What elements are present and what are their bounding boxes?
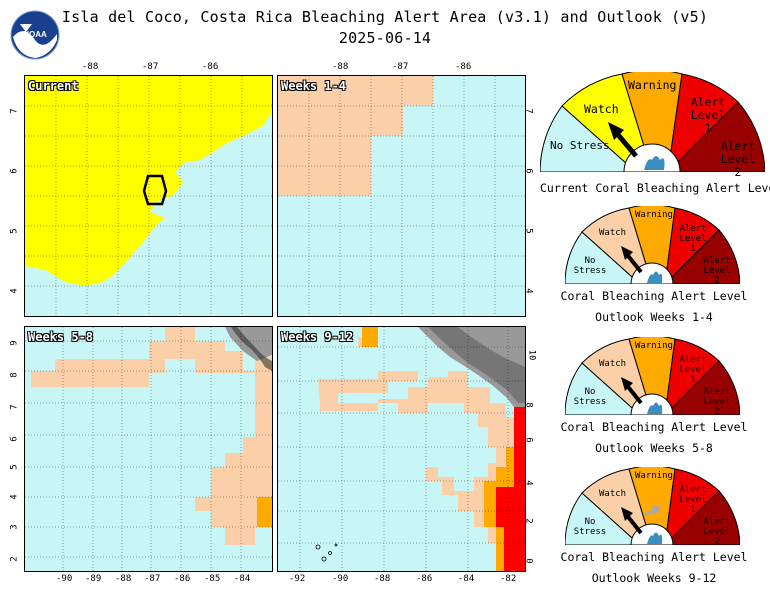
- gauge-label-no-stress: No Stress: [573, 387, 607, 407]
- bottom-tick: -86: [174, 574, 191, 584]
- gauge-label-alert1: Alert Level 1: [679, 355, 707, 385]
- bottom-tick: -87: [144, 574, 161, 584]
- left-tick: 5: [9, 464, 20, 470]
- page-date: 2025-06-14: [338, 29, 432, 47]
- bottom-tick: -89: [85, 574, 102, 584]
- left-tick: 5: [9, 228, 20, 234]
- top-tick: -88: [82, 62, 99, 72]
- map-weeks-9-12: [278, 327, 525, 571]
- gauge-label-warning: Warning: [635, 341, 673, 351]
- left-tick: 7: [9, 108, 20, 114]
- top-tick: -88: [332, 62, 349, 72]
- panel-label-weeks-5-8: Weeks 5-8: [28, 330, 94, 344]
- right-tick: 10: [526, 349, 537, 361]
- gauge-caption: Current Coral Bleaching Alert Level: [540, 181, 770, 195]
- bottom-tick: -86: [416, 574, 433, 584]
- logo-text: NOAA: [23, 30, 47, 39]
- panel-label-weeks-1-4: Weeks 1-4: [281, 79, 347, 93]
- noaa-logo: NOAA: [10, 10, 60, 60]
- top-tick: -86: [455, 62, 472, 72]
- right-tick: 2: [523, 518, 534, 524]
- gauge-caption: Coral Bleaching Alert Level: [560, 420, 748, 434]
- left-tick: 3: [9, 524, 20, 530]
- gauge-label-watch: Watch: [599, 489, 627, 499]
- bottom-tick: -85: [204, 574, 221, 584]
- gauge-caption: Outlook Weeks 1-4: [595, 310, 713, 324]
- panel-label-current: Current: [28, 79, 79, 93]
- bleaching-alert-area-outline: [142, 174, 168, 206]
- bottom-tick: -82: [500, 574, 517, 584]
- left-tick: 7: [9, 404, 20, 410]
- gauge-label-warning: Warning: [635, 471, 673, 481]
- gauge-label-watch: Watch: [599, 228, 627, 238]
- map-weeks-5-8: [25, 327, 272, 571]
- gauge-weeks-1-4: No Stress Watch Warning Alert Level 1 Al…: [564, 204, 741, 286]
- panel-label-weeks-9-12: Weeks 9-12: [281, 330, 354, 344]
- gauge-label-alert2: Alert Level 2: [703, 256, 731, 286]
- top-tick: -87: [392, 62, 409, 72]
- top-tick: -87: [142, 62, 159, 72]
- bottom-tick: -88: [374, 574, 391, 584]
- gauge-label-alert1: Alert Level 1: [679, 485, 707, 515]
- left-tick: 6: [9, 436, 20, 442]
- right-tick: 0: [523, 558, 534, 564]
- gauge-weeks-9-12: No Stress Watch Warning Alert Level 1 Al…: [564, 465, 741, 547]
- bottom-tick: -90: [332, 574, 349, 584]
- bottom-tick: -88: [115, 574, 132, 584]
- bottom-tick: -84: [458, 574, 475, 584]
- gauge-caption: Outlook Weeks 9-12: [591, 571, 717, 585]
- gauge-label-watch: Watch: [599, 359, 627, 369]
- gauge-label-alert2: Alert Level 2: [720, 139, 756, 179]
- gauge-label-warning: Warning: [628, 78, 677, 92]
- map-current: [25, 76, 272, 316]
- gauge-current: No Stress Watch Warning Alert Level 1 Al…: [539, 69, 766, 179]
- left-tick: 4: [9, 494, 20, 500]
- right-tick: 4: [523, 480, 534, 486]
- map-panel-weeks-5-8: Weeks 5-8: [24, 326, 273, 572]
- gauge-caption: Outlook Weeks 5-8: [595, 441, 713, 455]
- map-panel-weeks-9-12: Weeks 9-12: [277, 326, 526, 572]
- left-tick: 9: [9, 340, 20, 346]
- gauge-label-warning: Warning: [635, 210, 673, 220]
- gauge-label-no-stress: No Stress: [550, 139, 610, 152]
- right-tick: 5: [523, 228, 534, 234]
- top-tick: -86: [202, 62, 219, 72]
- bottom-tick: -90: [56, 574, 73, 584]
- gauge-label-alert1: Alert Level 1: [679, 224, 707, 254]
- left-tick: 6: [9, 168, 20, 174]
- bottom-tick: -84: [234, 574, 251, 584]
- page-title: Isla del Coco, Costa Rica Bleaching Aler…: [61, 8, 709, 26]
- gauge-label-watch: Watch: [584, 102, 619, 116]
- map-panel-weeks-1-4: Weeks 1-4: [277, 75, 526, 317]
- right-tick: 7: [523, 108, 534, 114]
- gauge-caption: Coral Bleaching Alert Level: [560, 550, 748, 564]
- map-weeks-1-4: [278, 76, 525, 316]
- right-tick: 6: [523, 437, 534, 443]
- left-tick: 4: [9, 288, 20, 294]
- left-tick: 8: [9, 372, 20, 378]
- gauge-label-alert1: Alert Level 1: [690, 95, 726, 135]
- gauge-label-alert2: Alert Level 2: [703, 517, 731, 547]
- gauge-label-no-stress: No Stress: [573, 256, 607, 276]
- gauge-label-alert2: Alert Level 2: [703, 387, 731, 417]
- right-tick: 8: [523, 402, 534, 408]
- map-panel-current: Current: [24, 75, 273, 317]
- gauge-label-no-stress: No Stress: [573, 517, 607, 537]
- left-tick: 2: [9, 556, 20, 562]
- bottom-tick: -92: [289, 574, 306, 584]
- right-tick: 4: [523, 288, 534, 294]
- gauge-caption: Coral Bleaching Alert Level: [560, 289, 748, 303]
- gauge-weeks-5-8: No Stress Watch Warning Alert Level 1 Al…: [564, 335, 741, 417]
- right-tick: 6: [523, 168, 534, 174]
